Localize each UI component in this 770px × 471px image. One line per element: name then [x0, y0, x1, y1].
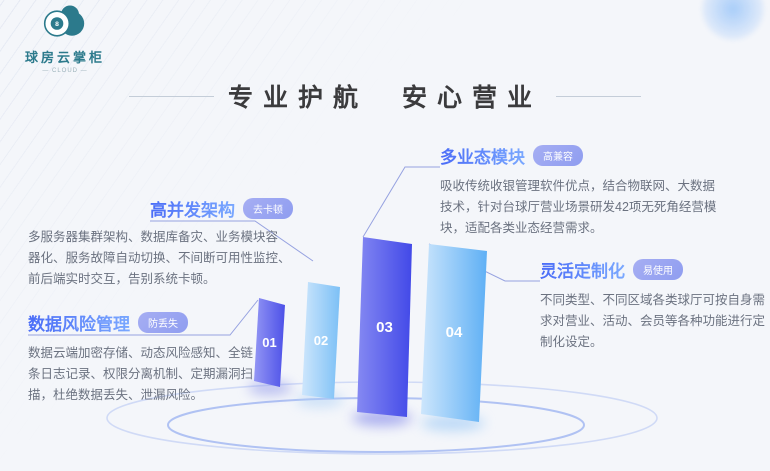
svg-text:04: 04 — [446, 324, 463, 341]
svg-text:02: 02 — [314, 333, 328, 348]
svg-text:03: 03 — [376, 319, 393, 336]
